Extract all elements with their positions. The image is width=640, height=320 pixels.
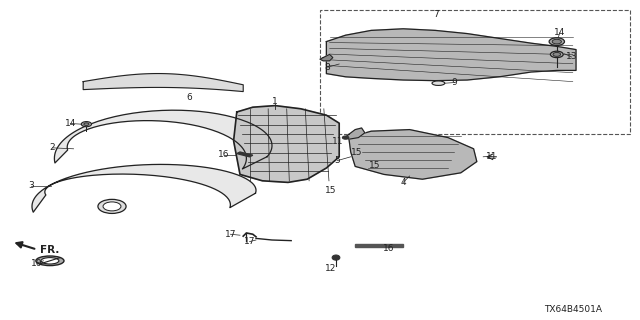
Ellipse shape: [41, 258, 59, 264]
Text: 2: 2: [50, 143, 55, 152]
Text: 14: 14: [554, 28, 566, 37]
Text: 14: 14: [65, 119, 76, 128]
Text: 13: 13: [566, 52, 577, 61]
Text: 6: 6: [186, 93, 191, 102]
Polygon shape: [54, 110, 272, 169]
Text: 7: 7: [434, 10, 439, 19]
Text: TX64B4501A: TX64B4501A: [544, 305, 602, 314]
Polygon shape: [32, 164, 256, 212]
Text: 12: 12: [324, 264, 336, 273]
Ellipse shape: [98, 199, 126, 213]
Polygon shape: [237, 152, 253, 157]
Polygon shape: [320, 54, 333, 61]
Polygon shape: [355, 244, 403, 247]
Text: 1: 1: [273, 97, 278, 106]
Polygon shape: [346, 128, 365, 139]
Ellipse shape: [550, 51, 563, 58]
Text: 10: 10: [31, 259, 43, 268]
Ellipse shape: [103, 202, 121, 211]
Ellipse shape: [549, 38, 564, 45]
Ellipse shape: [36, 256, 64, 266]
Polygon shape: [234, 106, 339, 182]
Text: 9: 9: [452, 78, 457, 87]
Ellipse shape: [81, 122, 92, 127]
Text: 11: 11: [332, 137, 344, 146]
Ellipse shape: [342, 136, 349, 139]
Text: FR.: FR.: [40, 245, 59, 255]
Text: 4: 4: [401, 178, 406, 187]
Text: 16: 16: [383, 244, 394, 253]
Ellipse shape: [332, 255, 340, 260]
Polygon shape: [83, 74, 243, 92]
Text: 17: 17: [225, 230, 236, 239]
Ellipse shape: [432, 81, 445, 85]
Text: 15: 15: [369, 161, 380, 170]
Bar: [320, 10, 630, 134]
Text: 17: 17: [244, 237, 255, 246]
Ellipse shape: [553, 52, 561, 56]
Polygon shape: [326, 29, 576, 81]
Text: 5: 5: [335, 156, 340, 165]
Ellipse shape: [84, 123, 89, 125]
Text: 15: 15: [351, 148, 362, 157]
Text: 11: 11: [486, 152, 497, 161]
Polygon shape: [349, 130, 477, 179]
Text: 15: 15: [325, 186, 337, 195]
Text: 3: 3: [28, 181, 33, 190]
Ellipse shape: [552, 39, 561, 44]
Text: 16: 16: [218, 150, 230, 159]
Text: 8: 8: [325, 63, 330, 72]
